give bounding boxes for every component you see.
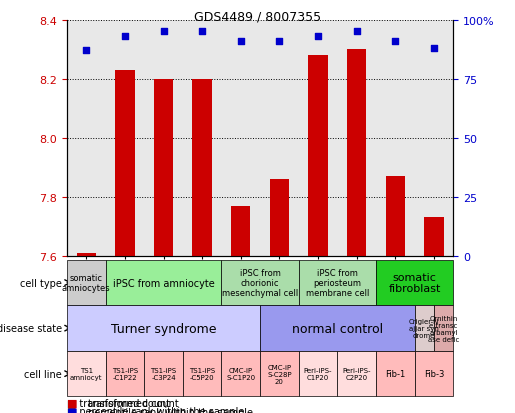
Text: Peri-iPS-
C2P20: Peri-iPS- C2P20 — [342, 367, 371, 380]
Bar — [115, 71, 134, 256]
Text: ■: ■ — [67, 398, 77, 408]
Text: ■ percentile rank within the sample: ■ percentile rank within the sample — [67, 406, 244, 413]
Text: ■: ■ — [67, 398, 77, 408]
Bar — [231, 206, 250, 256]
Bar — [347, 50, 366, 256]
Bar — [308, 56, 328, 256]
Bar — [270, 180, 289, 256]
Text: percentile rank within the sample: percentile rank within the sample — [88, 407, 252, 413]
Bar — [77, 253, 96, 256]
Text: TS1-iPS
-C5P20: TS1-iPS -C5P20 — [189, 367, 215, 380]
Text: iPSC from
chorionic
mesenchymal cell: iPSC from chorionic mesenchymal cell — [222, 268, 298, 298]
Text: disease state: disease state — [0, 323, 62, 333]
Bar — [154, 80, 173, 256]
Point — [391, 38, 400, 45]
Text: TS1-iPS
-C3P24: TS1-iPS -C3P24 — [150, 367, 177, 380]
Point — [121, 34, 129, 40]
Point — [236, 38, 245, 45]
Text: cell line: cell line — [24, 369, 62, 379]
Bar — [424, 218, 443, 256]
Text: Turner syndrome: Turner syndrome — [111, 322, 216, 335]
Text: TS1
amniocyt: TS1 amniocyt — [70, 367, 102, 380]
Point — [159, 29, 167, 36]
Text: ■: ■ — [67, 407, 77, 413]
Text: Fib-3: Fib-3 — [424, 369, 444, 378]
Bar — [386, 177, 405, 256]
Point — [198, 29, 206, 36]
Text: Fib-1: Fib-1 — [385, 369, 405, 378]
Point — [314, 34, 322, 40]
Text: Crigler-N
ajjar syn
drome: Crigler-N ajjar syn drome — [409, 318, 439, 338]
Text: normal control: normal control — [292, 322, 383, 335]
Text: CMC-iP
S-C28P
20: CMC-iP S-C28P 20 — [267, 364, 291, 384]
Text: ■: ■ — [67, 406, 77, 413]
Point — [352, 29, 360, 36]
Text: CMC-iP
S-C1P20: CMC-iP S-C1P20 — [226, 367, 255, 380]
Text: iPSC from
periosteum
membrane cell: iPSC from periosteum membrane cell — [305, 268, 369, 298]
Text: TS1-iPS
-C1P22: TS1-iPS -C1P22 — [112, 367, 138, 380]
Text: cell type: cell type — [20, 278, 62, 288]
Point — [82, 48, 91, 55]
Text: Peri-iPS-
C1P20: Peri-iPS- C1P20 — [304, 367, 332, 380]
Text: Ornithin
e transc
arbamyl
ase defic: Ornithin e transc arbamyl ase defic — [428, 315, 459, 342]
Text: ■ transformed count: ■ transformed count — [67, 398, 170, 408]
Point — [275, 38, 283, 45]
Text: iPSC from amniocyte: iPSC from amniocyte — [113, 278, 214, 288]
Point — [430, 45, 438, 52]
Bar — [193, 80, 212, 256]
Text: somatic
fibroblast: somatic fibroblast — [388, 272, 441, 294]
Text: somatic
amniocytes: somatic amniocytes — [62, 273, 111, 292]
Text: GDS4489 / 8007355: GDS4489 / 8007355 — [194, 10, 321, 23]
Text: transformed count: transformed count — [88, 398, 178, 408]
